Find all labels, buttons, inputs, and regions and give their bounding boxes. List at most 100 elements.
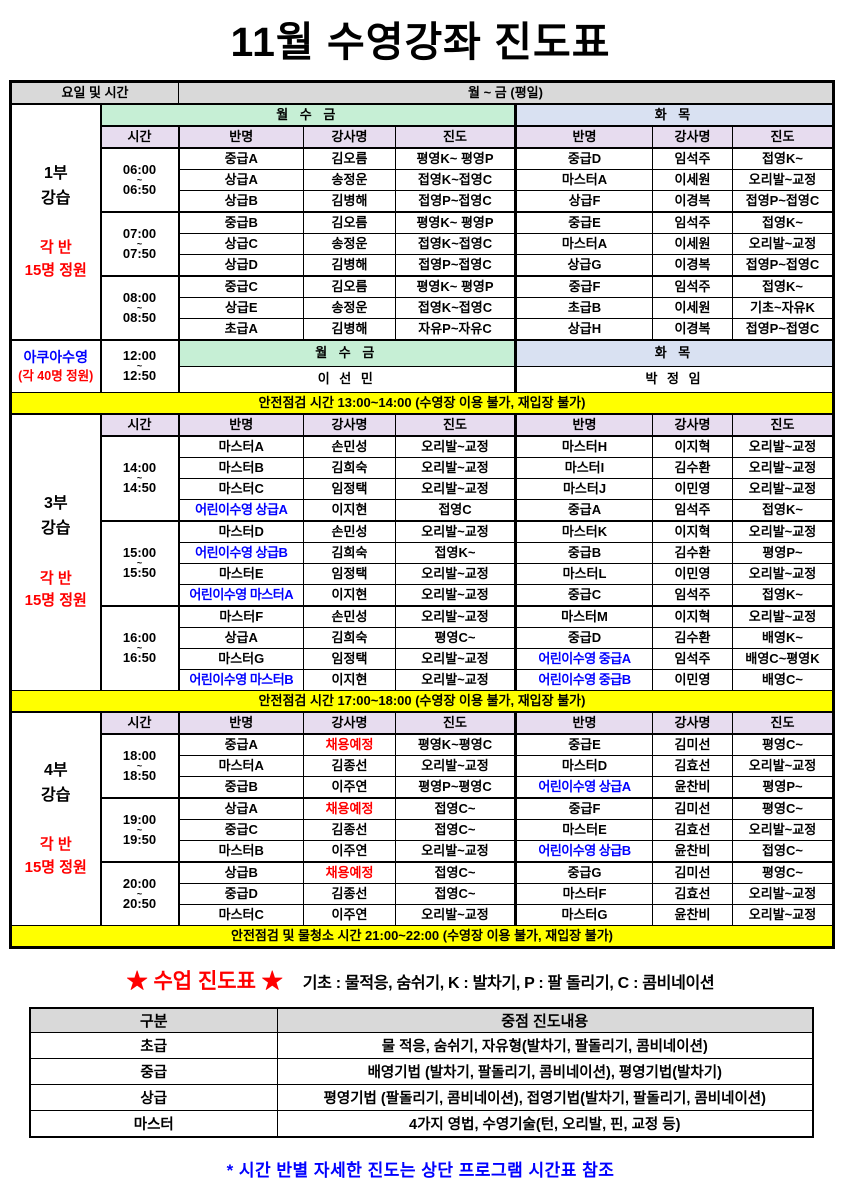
time-cell: 12:00 ~12:50 (99, 339, 179, 393)
aqua-instructor-tt: 박 정 임 (514, 366, 834, 393)
instructor-cell: 손민성 (303, 435, 396, 458)
progress-cell: 오리발~교정 (395, 563, 516, 585)
col-header: 진도 (395, 413, 516, 437)
class-name-cell: 마스터A (177, 755, 304, 777)
col-header: 시간 (99, 413, 179, 437)
col-header: 반명 (514, 125, 653, 149)
class-name-cell: 마스터C (177, 478, 304, 500)
instructor-cell: 김희숙 (303, 627, 396, 649)
class-name-cell: 마스터E (177, 563, 304, 585)
instructor-cell: 임석주 (652, 211, 733, 234)
progress-cell: 접영K~ (732, 499, 834, 522)
col-header: 반명 (177, 413, 304, 437)
class-name-cell: 중급B (177, 211, 304, 234)
class-name-cell: 마스터G (177, 648, 304, 670)
col-header: 반명 (177, 711, 304, 735)
time-cell: 08:00 ~08:50 (99, 275, 179, 341)
col-header: 진도 (732, 413, 834, 437)
col-header: 진도 (395, 125, 516, 149)
progress-cell: 오리발~교정 (732, 520, 834, 543)
time-cell: 20:00 ~20:50 (99, 861, 179, 926)
class-name-cell: 상급E (177, 297, 304, 319)
instructor-cell: 김종선 (303, 883, 396, 905)
instructor-cell: 김미선 (652, 797, 733, 820)
class-name-cell: 상급B (177, 190, 304, 213)
instructor-cell: 임정택 (303, 648, 396, 670)
col-header: 강사명 (303, 711, 396, 735)
class-name-cell: 중급C (177, 275, 304, 298)
progress-cell: 접영P~접영C (395, 190, 516, 213)
progress-cell: 접영C~ (395, 797, 516, 820)
class-name-cell: 중급E (514, 733, 653, 756)
instructor-cell: 손민성 (303, 520, 396, 543)
progress-cell: 오리발~교정 (395, 478, 516, 500)
progress-cell: 오리발~교정 (732, 819, 834, 841)
class-name-cell: 중급F (514, 797, 653, 820)
instructor-cell: 윤찬비 (652, 776, 733, 799)
progress-col-header: 구분 (29, 1007, 278, 1033)
instructor-cell: 송정운 (303, 233, 396, 255)
instructor-cell: 이주연 (303, 840, 396, 863)
class-name-cell: 상급C (177, 233, 304, 255)
col-header: 반명 (514, 413, 653, 437)
section-label: 4부 강습 각 반 15명 정원 (10, 711, 101, 926)
instructor-cell: 임석주 (652, 147, 733, 170)
progress-cell: 접영K~ (732, 275, 834, 298)
progress-table: 구분 중점 진도내용 초급 물 적응, 숨쉬기, 자유형(발차기, 팔돌리기, 콤비네… (29, 1007, 814, 1138)
class-name-cell: 중급C (514, 584, 653, 607)
class-name-cell: 상급A (177, 627, 304, 649)
progress-cell: 오리발~교정 (395, 457, 516, 479)
class-name-cell: 마스터F (514, 883, 653, 905)
instructor-cell: 이경복 (652, 318, 733, 341)
progress-cell: 오리발~교정 (395, 435, 516, 458)
instructor-cell: 김수환 (652, 627, 733, 649)
instructor-cell: 김병해 (303, 190, 396, 213)
instructor-cell: 이민영 (652, 563, 733, 585)
instructor-cell: 김효선 (652, 819, 733, 841)
class-name-cell: 마스터I (514, 457, 653, 479)
class-name-cell: 마스터E (514, 819, 653, 841)
progress-row: 상급 평영기법 (팔돌리기, 콤비네이션), 접영기법(발차기, 팔돌리기, 콤비… (29, 1084, 814, 1111)
progress-cell: 기초~자유K (732, 297, 834, 319)
level-content-cell: 배영기법 (발차기, 팔돌리기, 콤비네이션), 평영기법(발차기) (276, 1058, 814, 1085)
progress-cell: 접영K~ (732, 584, 834, 607)
instructor-cell: 임석주 (652, 499, 733, 522)
col-header: 강사명 (652, 711, 733, 735)
time-cell: 06:00 ~06:50 (99, 147, 179, 213)
instructor-cell: 이지혁 (652, 605, 733, 628)
progress-cell: 접영K~접영C (395, 233, 516, 255)
class-name-cell: 어린이수영 상급A (177, 499, 304, 522)
progress-cell: 오리발~교정 (395, 520, 516, 543)
col-header: 강사명 (303, 125, 396, 149)
class-name-cell: 중급A (177, 733, 304, 756)
instructor-cell: 윤찬비 (652, 904, 733, 926)
instructor-cell: 이경복 (652, 254, 733, 277)
progress-cell: 접영P~접영C (732, 190, 834, 213)
progress-cell: 오리발~교정 (732, 883, 834, 905)
progress-cell: 오리발~교정 (732, 605, 834, 628)
class-name-cell: 중급B (514, 542, 653, 564)
progress-cell: 접영K~ (732, 211, 834, 234)
class-name-cell: 중급A (514, 499, 653, 522)
instructor-cell: 송정운 (303, 297, 396, 319)
progress-cell: 배영K~ (732, 627, 834, 649)
instructor-cell: 임석주 (652, 584, 733, 607)
class-name-cell: 마스터A (177, 435, 304, 458)
progress-cell: 오리발~교정 (395, 648, 516, 670)
col-header: 진도 (395, 711, 516, 735)
instructor-cell: 김희숙 (303, 457, 396, 479)
instructor-cell: 임석주 (652, 275, 733, 298)
instructor-cell: 이지혁 (652, 435, 733, 458)
progress-cell: 오리발~교정 (732, 457, 834, 479)
progress-cell: 접영C~ (732, 840, 834, 863)
progress-cell: 접영K~ (395, 542, 516, 564)
instructor-cell: 이지혁 (652, 520, 733, 543)
class-name-cell: 중급D (514, 627, 653, 649)
safety-banner: 안전점검 시간 13:00~14:00 (수영장 이용 불가, 재입장 불가) (10, 392, 834, 415)
col-header: 진도 (732, 711, 834, 735)
class-name-cell: 마스터B (177, 457, 304, 479)
progress-cell: 오리발~교정 (732, 563, 834, 585)
instructor-cell: 이민영 (652, 478, 733, 500)
progress-cell: 평영P~평영C (395, 776, 516, 799)
instructor-cell: 김효선 (652, 883, 733, 905)
